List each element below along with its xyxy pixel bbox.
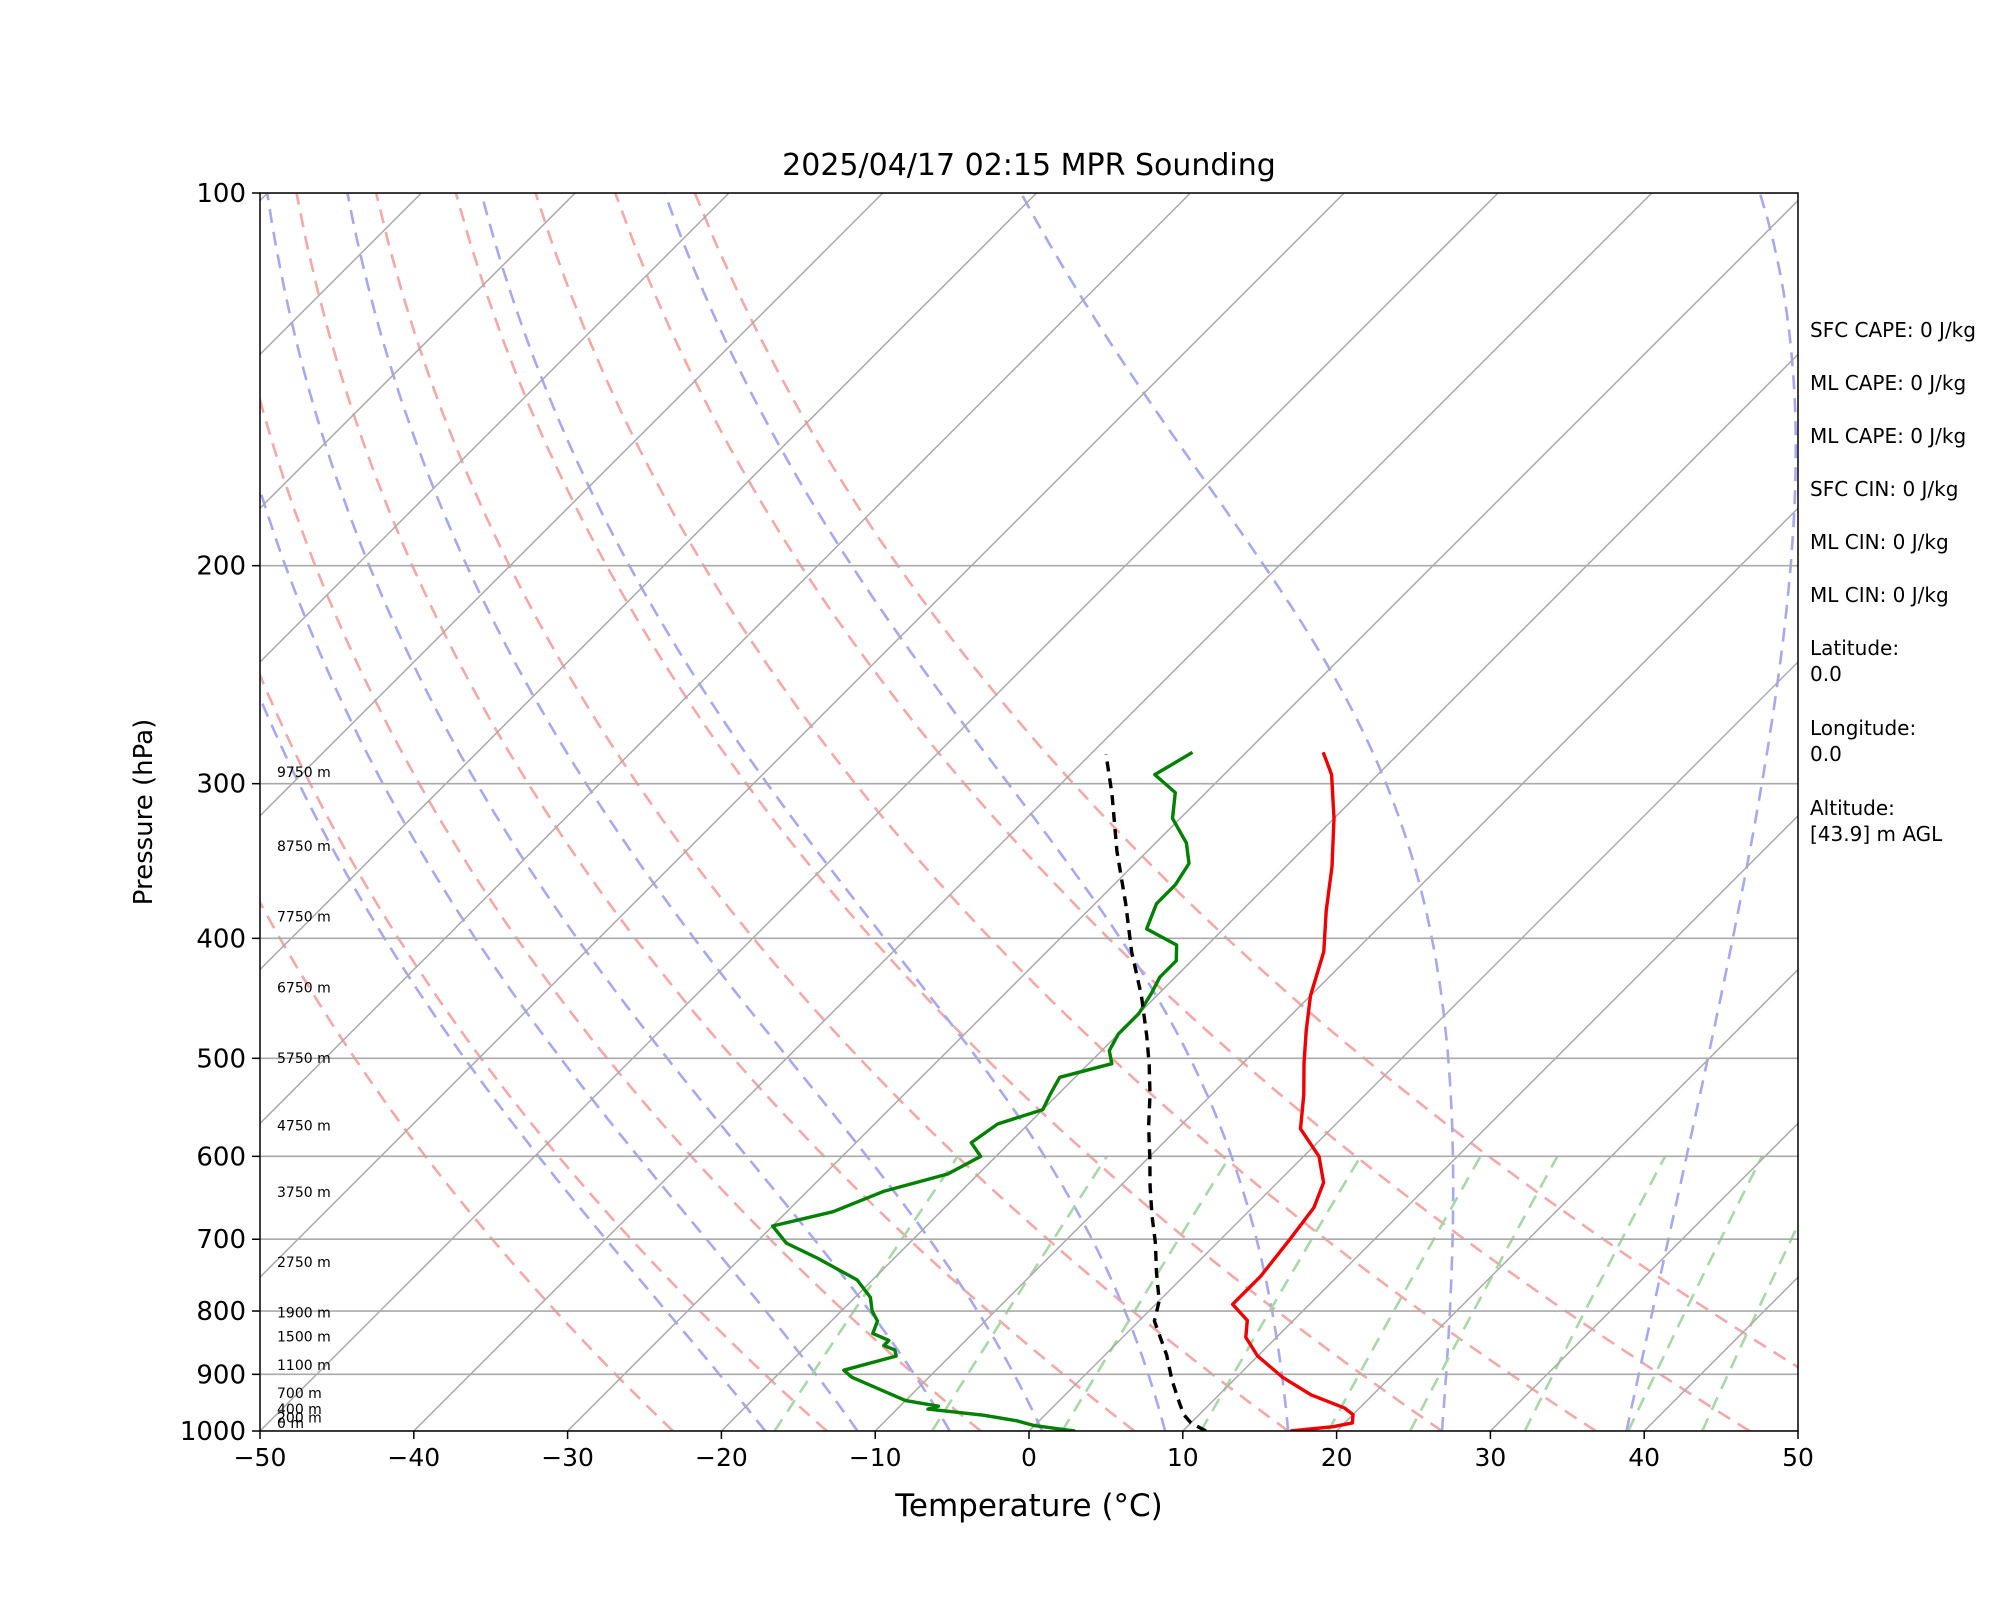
y-tick-label: 700 [196, 1225, 246, 1255]
x-tick-label: 0 [1021, 1443, 1037, 1472]
x-tick-label: −40 [387, 1443, 440, 1472]
ml-cin-text: ML CIN: 0 J/kg [1810, 530, 1949, 554]
moist-adiabat-line [1625, 193, 1798, 1431]
dry-adiabat-line [295, 193, 1136, 1431]
y-tick-label: 200 [196, 552, 246, 582]
x-tick-label: 30 [1474, 1443, 1506, 1472]
isotherm-line [260, 193, 1499, 1431]
ml-cape-text: ML CAPE: 0 J/kg [1810, 371, 1967, 395]
dry-adiabat-line [693, 193, 1798, 1369]
sounding-info-panel: SFC CAPE: 0 J/kg ML CAPE: 0 J/kg ML CAPE… [1810, 317, 2000, 875]
y-tick-label: 500 [196, 1044, 246, 1074]
isotherm-line [0, 193, 114, 1431]
dry-adiabat-line [260, 672, 828, 1431]
mixing-ratio-line [1061, 1155, 1231, 1431]
ml-cape-text-2: ML CAPE: 0 J/kg [1810, 424, 1967, 448]
isotherm-line [260, 193, 1345, 1279]
x-tick-label: −10 [849, 1443, 902, 1472]
height-label: 0 m [277, 1416, 304, 1432]
sfc-cin-text: SFC CIN: 0 J/kg [1810, 477, 1959, 501]
height-label: 3750 m [277, 1185, 331, 1201]
y-tick-label: 900 [196, 1360, 246, 1390]
sfc-cape-text: SFC CAPE: 0 J/kg [1810, 318, 1976, 342]
isotherm-line [260, 193, 1038, 971]
temperature-profile-line [1230, 751, 1355, 1431]
parcel-profile-line [1104, 753, 1207, 1431]
y-axis-label: Pressure (hPa) [129, 719, 159, 906]
mixing-ratio-line [1701, 1222, 1798, 1431]
height-label: 1900 m [277, 1305, 331, 1321]
dry-adiabat-line [374, 193, 1289, 1431]
height-label: 400 m [277, 1402, 322, 1418]
y-tick-label: 600 [196, 1142, 246, 1172]
mixing-ratio-line [1627, 1155, 1764, 1431]
height-label: 700 m [277, 1386, 322, 1402]
altitude-text: Altitude: [43.9] m AGL [1810, 796, 1943, 846]
y-tick-label: 400 [196, 924, 246, 954]
height-label: 200 m [277, 1411, 322, 1427]
x-tick-label: 50 [1782, 1443, 1814, 1472]
moist-adiabat-line [663, 193, 1290, 1431]
moist-adiabat-line [346, 193, 1044, 1431]
height-label: 5750 m [277, 1051, 331, 1067]
y-tick-label: 1000 [180, 1417, 246, 1447]
x-tick-label: 10 [1167, 1443, 1199, 1472]
isotherm-line [1182, 814, 1798, 1431]
y-tick-label: 800 [196, 1297, 246, 1327]
isotherm-line [1489, 1122, 1798, 1431]
x-tick-label: −20 [695, 1443, 748, 1472]
isotherm-line [720, 353, 1798, 1431]
latitude-text: Latitude: 0.0 [1810, 636, 1900, 686]
ml-cin-text-2: ML CIN: 0 J/kg [1810, 583, 1949, 607]
moist-adiabat-line [260, 694, 767, 1431]
height-label: 7750 m [277, 910, 331, 926]
moist-adiabat-line [1019, 193, 1455, 1431]
height-label: 2750 m [277, 1255, 331, 1271]
dry-adiabat-line [534, 193, 1597, 1431]
x-tick-label: −50 [234, 1443, 287, 1472]
dry-adiabat-line [260, 394, 982, 1431]
plot-frame [259, 192, 1799, 1432]
isotherm-line [260, 193, 1191, 1125]
mixing-ratio-line [1327, 1155, 1482, 1431]
height-label: 6750 m [277, 981, 331, 997]
dry-adiabat-line [260, 899, 674, 1431]
isotherm-line [874, 507, 1798, 1431]
moist-adiabat-line [480, 193, 1167, 1431]
isotherm-line [1336, 968, 1798, 1431]
longitude-text: Longitude: 0.0 [1810, 716, 1917, 766]
isotherm-line [413, 193, 1653, 1431]
x-axis-label: Temperature (°C) [894, 1488, 1163, 1524]
x-tick-label: 20 [1321, 1443, 1353, 1472]
reference-lines [0, 193, 1798, 1431]
isotherm-line [260, 193, 576, 510]
axes-layer: −50 −40 −30 −20 −10 0 10 20 30 40 50 100 200 300 400 50… [180, 179, 1814, 1472]
y-tick-label: 100 [196, 179, 246, 209]
isotherm-line [1028, 660, 1798, 1431]
x-tick-label: −30 [541, 1443, 594, 1472]
chart-title: 2025/04/17 02:15 MPR Sounding [782, 148, 1276, 183]
isotherm-line [260, 193, 730, 664]
height-label: 1100 m [277, 1358, 331, 1374]
height-label: 1500 m [277, 1329, 331, 1345]
moist-adiabat-line [265, 193, 951, 1431]
moist-adiabat-line [260, 485, 859, 1431]
height-label: 9750 m [277, 765, 331, 781]
dewpoint-profile-line [770, 750, 1194, 1431]
y-tick-label: 300 [196, 770, 246, 800]
series-layer [770, 750, 1355, 1431]
isotherm-line [260, 193, 884, 817]
mixing-ratio-line [930, 1155, 1108, 1431]
dry-adiabat-line [613, 193, 1751, 1431]
height-label: 4750 m [277, 1118, 331, 1134]
x-tick-label: 40 [1628, 1443, 1660, 1472]
height-label: 8750 m [277, 839, 331, 855]
